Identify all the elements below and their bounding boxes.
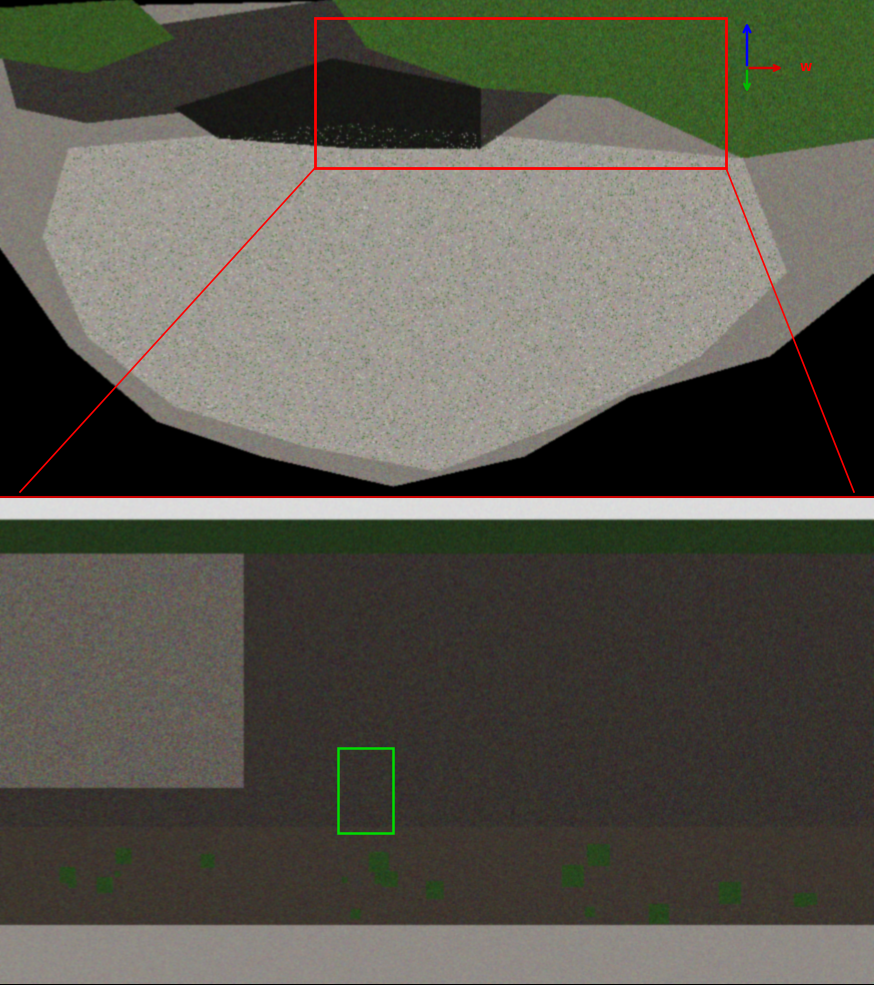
Bar bbox=[315, 18, 726, 168]
Bar bbox=[338, 748, 393, 833]
Text: W: W bbox=[800, 63, 812, 73]
